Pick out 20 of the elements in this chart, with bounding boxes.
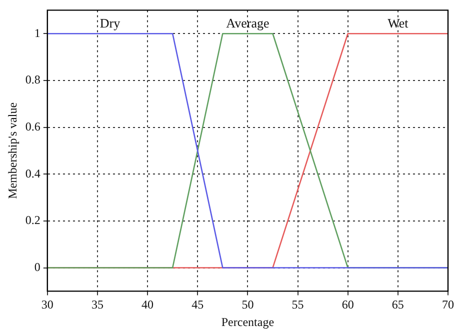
y-tick-label: 0: [34, 260, 40, 274]
y-tick-label: 0.8: [25, 72, 40, 87]
x-tick-label: 70: [442, 298, 454, 312]
x-tick-label: 65: [392, 298, 404, 312]
x-tick-label: 60: [342, 298, 354, 312]
x-tick-label: 45: [192, 298, 204, 312]
y-tick-label: 0.4: [25, 166, 40, 180]
x-tick-label: 55: [292, 298, 304, 312]
x-tick-label: 35: [91, 298, 104, 312]
series-label: Wet: [388, 16, 409, 31]
x-tick-label: 40: [142, 298, 154, 312]
y-tick-label: 0.2: [25, 213, 40, 228]
x-axis-title: Percentage: [221, 314, 274, 329]
y-tick-label: 0.6: [25, 119, 40, 134]
x-tick-label: 50: [242, 298, 254, 312]
y-tick-label: 1: [34, 26, 40, 40]
series-label: Average: [226, 16, 270, 31]
y-axis-title: Membership's value: [5, 102, 20, 199]
x-tick-label: 30: [41, 298, 54, 312]
series-label: Dry: [100, 16, 121, 31]
